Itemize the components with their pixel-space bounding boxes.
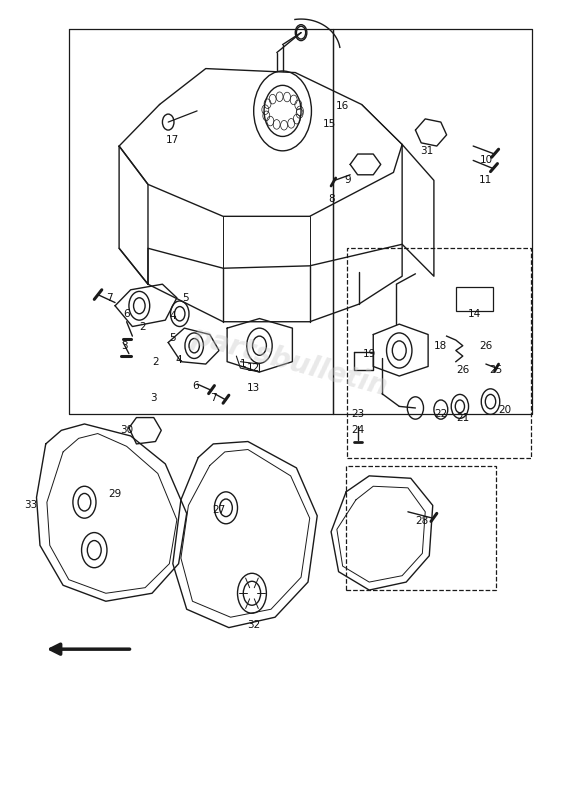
Bar <box>456 286 493 310</box>
Text: 25: 25 <box>490 365 503 374</box>
Text: 6: 6 <box>193 381 199 390</box>
Text: 17: 17 <box>166 135 179 146</box>
Text: 33: 33 <box>24 501 38 510</box>
Text: 5: 5 <box>170 333 176 342</box>
Text: 14: 14 <box>468 309 481 318</box>
Text: 13: 13 <box>247 383 261 393</box>
Text: 16: 16 <box>336 101 349 111</box>
Text: 2: 2 <box>152 357 159 366</box>
Text: 2: 2 <box>139 322 145 331</box>
Text: 20: 20 <box>498 405 511 414</box>
Bar <box>347 248 531 458</box>
Text: 31: 31 <box>420 146 434 156</box>
Text: 6: 6 <box>123 309 130 318</box>
Text: 27: 27 <box>212 506 226 515</box>
Bar <box>346 466 496 590</box>
Text: 5: 5 <box>182 293 189 302</box>
Text: 22: 22 <box>434 410 448 419</box>
Text: 7: 7 <box>106 293 112 302</box>
Text: 24: 24 <box>351 426 364 435</box>
Text: partsbulletin: partsbulletin <box>188 322 391 402</box>
Text: 8: 8 <box>328 194 335 204</box>
Text: 30: 30 <box>120 426 133 435</box>
Text: 29: 29 <box>108 490 122 499</box>
Text: 28: 28 <box>416 516 429 526</box>
Text: 15: 15 <box>323 119 336 130</box>
Text: 3: 3 <box>151 393 157 402</box>
Text: 4: 4 <box>170 311 176 321</box>
Text: 9: 9 <box>344 175 350 186</box>
Text: 3: 3 <box>122 341 128 350</box>
Text: 26: 26 <box>479 341 493 350</box>
Text: 10: 10 <box>479 155 493 166</box>
Text: 7: 7 <box>210 393 217 402</box>
Text: 21: 21 <box>456 413 470 422</box>
Text: 18: 18 <box>434 341 448 350</box>
Text: 4: 4 <box>175 355 182 365</box>
Text: 26: 26 <box>456 365 470 374</box>
Text: 1: 1 <box>240 359 247 369</box>
Text: 23: 23 <box>351 410 364 419</box>
Text: 11: 11 <box>479 175 493 186</box>
Text: 12: 12 <box>247 363 261 373</box>
Text: 32: 32 <box>247 620 261 630</box>
Text: 19: 19 <box>362 349 376 358</box>
